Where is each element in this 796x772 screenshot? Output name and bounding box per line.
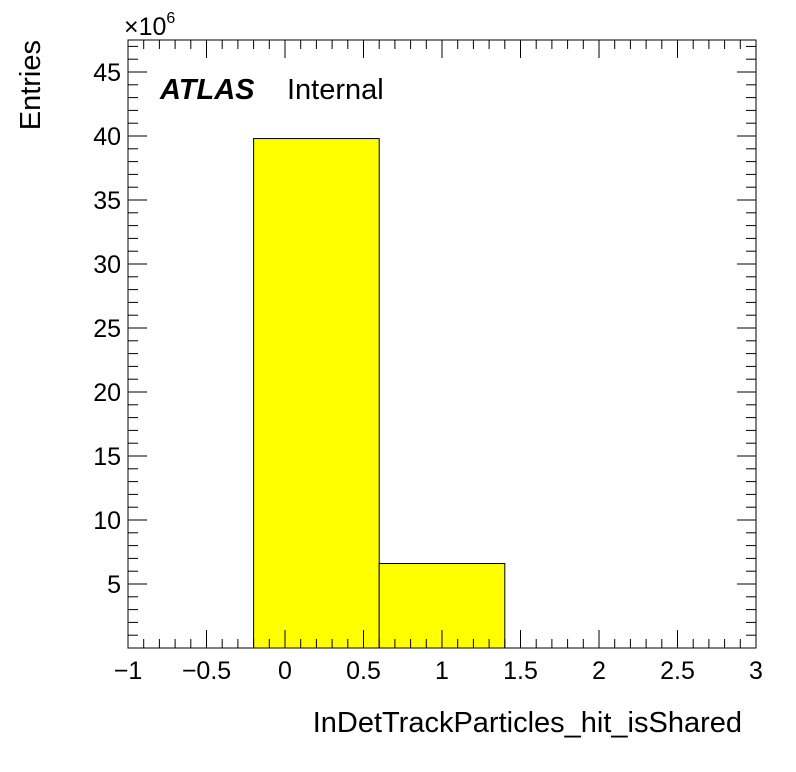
x-tick-labels: −1 −0.5 0 0.5 1 1.5 2 2.5 3 [114, 657, 763, 685]
x-axis-title: InDetTrackParticles_hit_isShared [313, 707, 742, 739]
y-tick-labels: 5 10 15 20 25 30 35 40 45 [93, 59, 121, 599]
plot-frame [127, 39, 757, 649]
x-tick-label: −1 [114, 657, 143, 685]
y-tick-label: 10 [93, 507, 121, 535]
histogram-bar [253, 138, 380, 649]
plot-area [128, 40, 756, 648]
y-tick-label: 30 [93, 251, 121, 279]
y-tick-label: 45 [93, 59, 121, 87]
x-tick-label: 2.5 [660, 657, 695, 685]
y-tick-label: 40 [93, 123, 121, 151]
y-tick-label: 25 [93, 315, 121, 343]
y-tick-label: 35 [93, 187, 121, 215]
axis-ticks [127, 40, 757, 649]
y-tick-label: 20 [93, 379, 121, 407]
atlas-label: ATLAS [159, 74, 255, 106]
x-tick-label: 1 [435, 657, 449, 685]
y-multiplier: ×106 [124, 10, 175, 41]
y-axis-title: Entries [15, 40, 47, 130]
histogram-bars [253, 138, 506, 649]
x-tick-label: 1.5 [503, 657, 538, 685]
x-tick-label: 3 [749, 657, 763, 685]
x-tick-label: 0 [278, 657, 292, 685]
y-tick-label: 15 [93, 443, 121, 471]
x-tick-label: 2 [592, 657, 606, 685]
x-tick-label: 0.5 [346, 657, 381, 685]
x-tick-label: −0.5 [182, 657, 231, 685]
y-tick-label: 5 [107, 571, 121, 599]
internal-label: Internal [287, 74, 384, 106]
